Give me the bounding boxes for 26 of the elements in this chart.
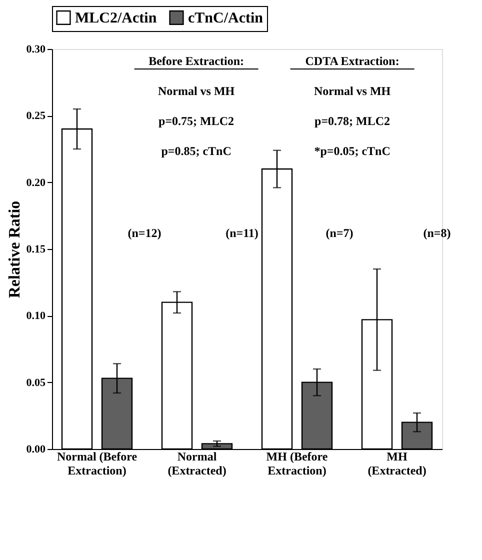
y-tick-label: 0.25 [26, 110, 46, 122]
annotation: (n=11) [226, 226, 258, 240]
annotation: p=0.85; cTnC [161, 144, 232, 158]
annotation: CDTA Extraction: [305, 54, 400, 68]
x-tick-label: MH (Extracted) [368, 450, 426, 478]
y-tick-label: 0.00 [26, 444, 46, 456]
annotation: Normal vs MH [158, 84, 236, 98]
annotation: (n=7) [326, 226, 354, 240]
annotation: *p=0.05; cTnC [314, 144, 390, 158]
annotation: (n=8) [423, 226, 451, 240]
y-axis-title: Relative Ratio [6, 200, 24, 298]
x-tick-label: MH (Before Extraction) [266, 450, 328, 478]
legend-label: cTnC/Actin [188, 10, 264, 27]
annotation: p=0.78; MLC2 [314, 114, 390, 128]
annotation: (n=12) [128, 226, 162, 240]
legend-label: MLC2/Actin [75, 10, 158, 27]
x-tick-label: Normal (Before Extraction) [56, 450, 138, 478]
y-tick-label: 0.15 [26, 244, 46, 256]
y-tick-label: 0.30 [26, 44, 46, 56]
annotation: p=0.75; MLC2 [158, 114, 234, 128]
y-tick-label: 0.10 [26, 310, 46, 322]
x-tick-label: Normal (Extracted) [168, 450, 226, 478]
y-tick-label: 0.05 [26, 376, 46, 389]
annotation: Normal vs MH [314, 84, 392, 98]
annotation: Before Extraction: [148, 54, 244, 68]
y-tick-label: 0.20 [26, 176, 46, 189]
